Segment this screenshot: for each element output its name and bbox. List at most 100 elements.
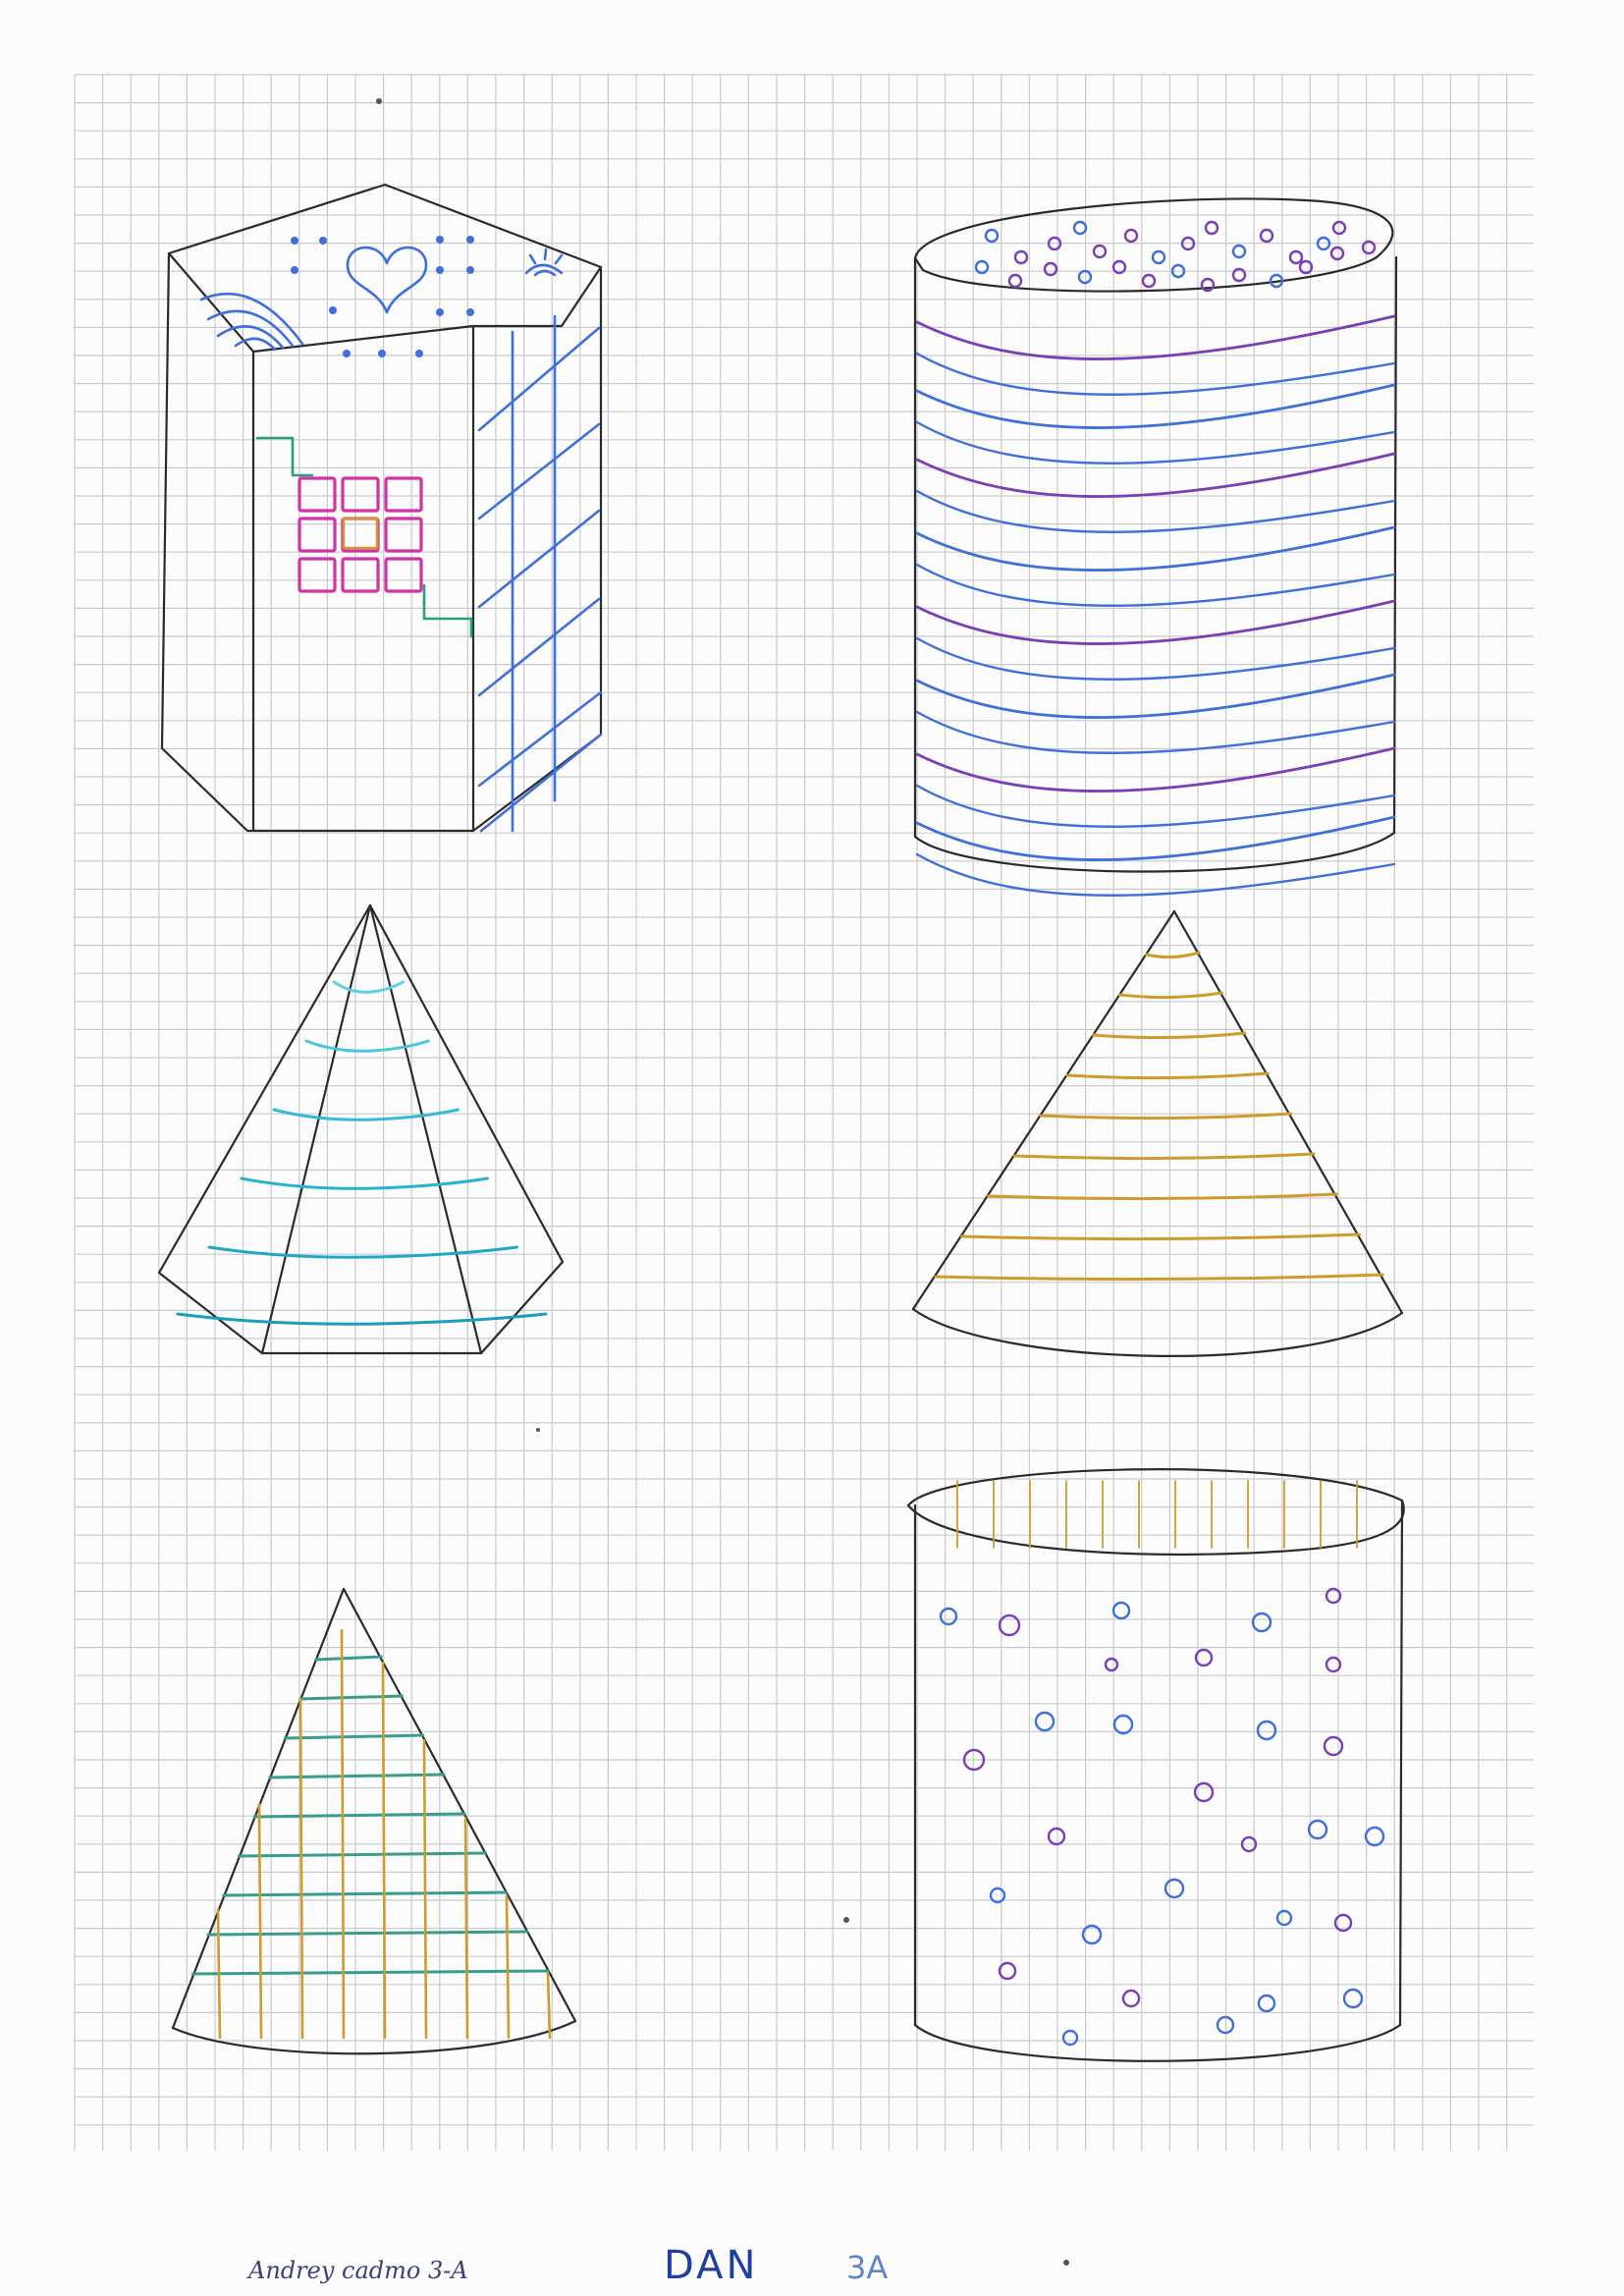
wavy-stripe <box>915 314 1396 360</box>
side-stripe <box>477 509 601 609</box>
circle-mark <box>1164 1878 1185 1899</box>
footer-number: 3A <box>846 2249 889 2286</box>
dot <box>1151 249 1166 265</box>
circle-mark <box>1104 1657 1119 1672</box>
magenta-square <box>341 517 380 553</box>
prism-face-squares-magenta <box>298 476 423 593</box>
dot <box>1170 263 1186 279</box>
grid-cone-vertical <box>505 1894 511 2040</box>
dot <box>436 308 444 316</box>
wavy-stripe <box>915 673 1396 719</box>
circle-mark <box>1216 2015 1235 2035</box>
dot <box>1092 244 1108 259</box>
circle-mark <box>1193 1781 1215 1803</box>
circle-mark <box>1342 1988 1364 2009</box>
grid-cone-lines <box>190 1628 552 2040</box>
magenta-square <box>384 557 423 593</box>
prism-top-arcs <box>199 292 304 352</box>
pyramid-cyan-bands <box>176 980 548 1326</box>
cyan-band <box>304 1039 430 1053</box>
wavy-stripe <box>915 815 1396 861</box>
dot <box>1077 269 1093 285</box>
dotted-cylinder-outline <box>906 1468 1405 2062</box>
grid-cone-horizontal <box>190 1969 550 1976</box>
grid-cone-vertical <box>546 1972 552 2040</box>
grid-cone-vertical <box>463 1816 469 2040</box>
dot <box>436 266 444 274</box>
dotted-cylinder <box>906 1468 1405 2062</box>
grid-cone-vertical <box>381 1661 387 2040</box>
circle-mark <box>1112 1714 1134 1735</box>
dot <box>466 236 474 244</box>
hexagonal-prism <box>160 183 603 833</box>
dot <box>1013 249 1029 265</box>
circle-mark <box>1034 1711 1056 1732</box>
prism-face-square-center <box>342 517 379 550</box>
ochre-stripe <box>1092 1031 1247 1040</box>
grid-cone <box>171 1587 577 2055</box>
magenta-square <box>298 557 337 593</box>
ochre-stripe <box>1039 1112 1293 1121</box>
cyan-band <box>272 1108 460 1121</box>
dot <box>1180 236 1196 251</box>
prism-top-heart-icon <box>346 246 428 314</box>
dot <box>1043 261 1058 277</box>
cylinder-outline <box>913 197 1398 873</box>
dot <box>1259 228 1274 244</box>
dot <box>1331 220 1347 236</box>
grid-cone-vertical <box>257 1803 263 2040</box>
circle-mark <box>1121 1989 1141 2008</box>
dotted-cylinder-circles <box>939 1587 1385 2047</box>
grid-cone-horizontal <box>298 1694 405 1701</box>
author-name: Andrey cadmo 3-A <box>248 2257 468 2284</box>
ochre-stripe <box>1144 951 1201 959</box>
dot <box>1204 220 1219 236</box>
dot <box>291 266 298 274</box>
grid-cone-vertical <box>216 1908 222 2040</box>
dot <box>329 306 337 314</box>
cyan-band <box>207 1245 519 1259</box>
grid-cone-vertical <box>298 1697 304 2040</box>
pentagonal-pyramid <box>157 903 565 1355</box>
circle-mark <box>1240 1835 1258 1853</box>
dot <box>1141 273 1157 289</box>
wavy-stripe <box>915 636 1396 681</box>
dot <box>1269 273 1284 289</box>
dot <box>1316 236 1331 251</box>
ochre-stripe <box>986 1192 1338 1201</box>
circle-mark <box>962 1748 986 1772</box>
dot <box>343 350 351 357</box>
footer-label: DAN <box>664 2243 759 2288</box>
dot <box>1288 249 1304 265</box>
cylinder-top-dots <box>974 220 1377 293</box>
wavy-stripe <box>915 525 1396 572</box>
magenta-square <box>341 476 380 513</box>
side-stripe <box>477 597 601 697</box>
pyramid-outline <box>157 903 565 1355</box>
wavy-stripe <box>915 352 1396 396</box>
wavy-stripe <box>915 383 1396 429</box>
circle-mark <box>998 1613 1021 1637</box>
grid-cone-horizontal <box>268 1773 446 1779</box>
wavy-stripe <box>915 489 1396 533</box>
dot <box>1329 246 1345 261</box>
ochre-stripe <box>934 1273 1384 1282</box>
circle-mark <box>1047 1827 1066 1846</box>
ochre-stripe <box>1065 1071 1270 1080</box>
grid-cone-horizontal <box>206 1930 529 1937</box>
prism-outline <box>160 183 603 833</box>
dot <box>466 308 474 316</box>
circle-mark <box>1111 1601 1131 1620</box>
wavy-stripe <box>915 784 1396 828</box>
side-stripe <box>477 326 601 432</box>
ochre-stripe <box>1012 1152 1316 1161</box>
magenta-square <box>298 517 337 553</box>
cone-outline <box>911 909 1404 1357</box>
wavy-stripe <box>915 746 1396 793</box>
grid-cone-horizontal <box>314 1655 383 1662</box>
side-stripe <box>477 422 601 520</box>
magenta-square <box>384 517 423 553</box>
wavy-stripe <box>915 420 1396 465</box>
side-stripe <box>479 733 603 833</box>
